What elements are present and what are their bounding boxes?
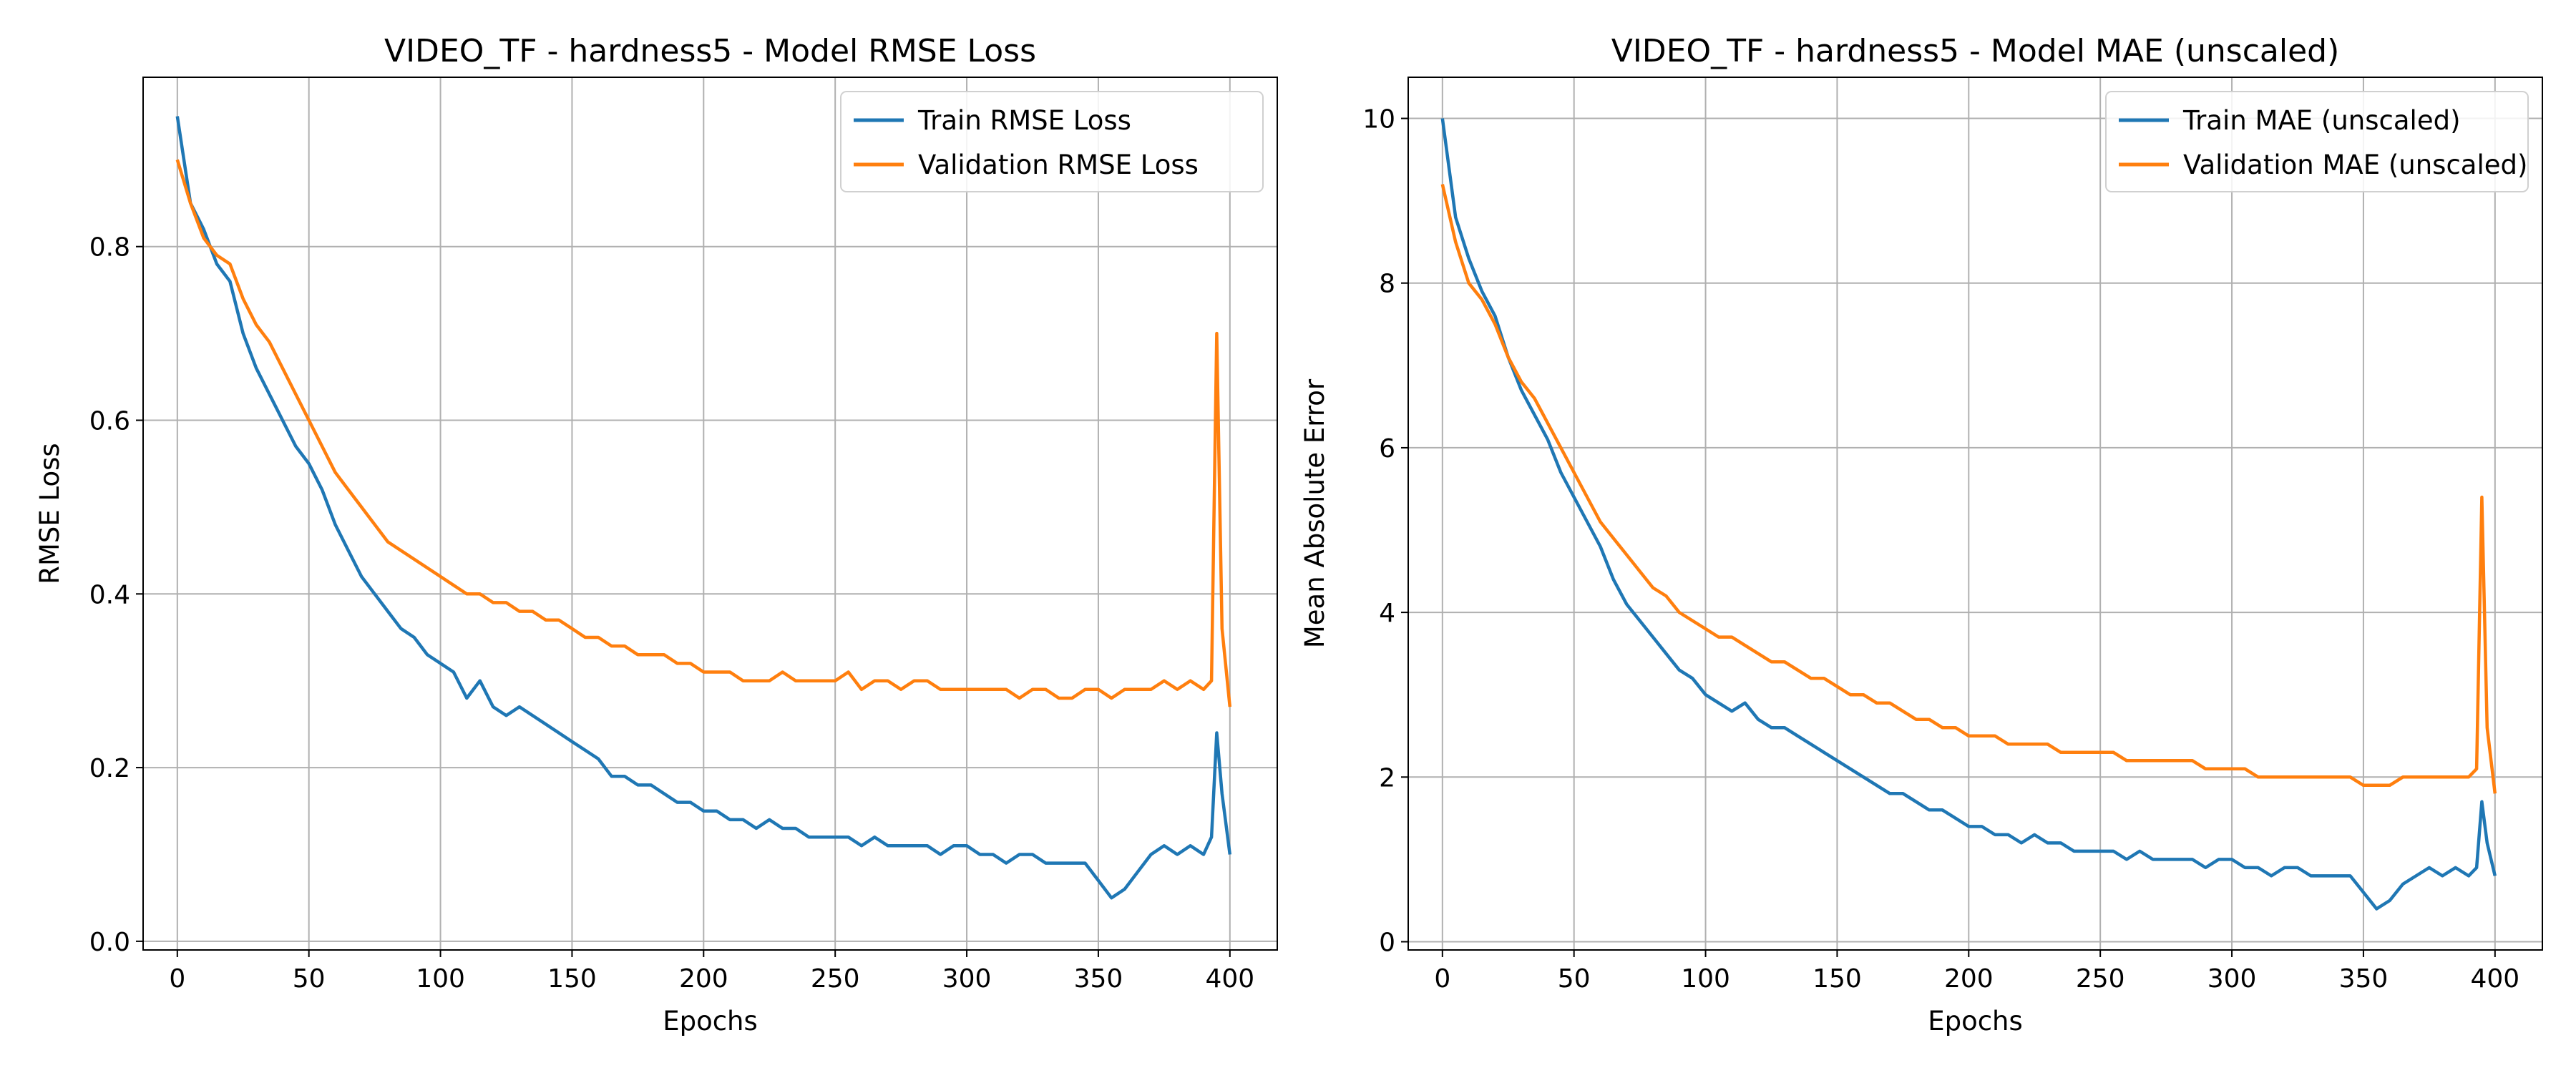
series-line-validation [1440,184,2497,794]
series-line-validation [175,159,1232,707]
y-tick-label: 0.4 [89,580,130,609]
legend: Train MAE (unscaled) Validation MAE (unsc… [2105,91,2529,192]
x-tick-label: 300 [2207,964,2257,994]
x-tick-label: 0 [1434,964,1450,994]
y-axis-label: RMSE Loss [34,443,65,584]
x-tick-label: 0 [169,964,185,994]
x-tick-label: 150 [547,964,597,994]
x-tick-label: 200 [1944,964,1994,994]
y-tick-label: 4 [1379,599,1395,628]
y-axis-label: Mean Absolute Error [1299,378,1330,648]
chart-title: VIDEO_TF - hardness5 - Model MAE (unscal… [1611,33,2340,69]
x-tick-label: 50 [1558,964,1591,994]
legend-label: Train MAE (unscaled) [2182,105,2461,136]
chart-title: VIDEO_TF - hardness5 - Model RMSE Loss [384,33,1036,69]
x-tick-label: 150 [1813,964,1862,994]
legend-label: Validation MAE (unscaled) [2183,150,2527,180]
x-tick-label: 50 [293,964,326,994]
grid [143,77,1277,950]
y-axis-ticks: 0 2 4 6 8 10 [1362,105,1408,957]
mae-chart: VIDEO_TF - hardness5 - Model MAE (unscal… [1299,33,2543,1037]
y-tick-label: 0.0 [89,928,130,957]
y-tick-label: 0.8 [89,233,130,263]
grid [1408,77,2542,950]
x-tick-label: 200 [679,964,728,994]
x-axis-ticks: 0 50 100 150 200 250 300 350 400 [169,950,1254,994]
y-tick-label: 0.2 [89,754,130,783]
x-axis-ticks: 0 50 100 150 200 250 300 350 400 [1434,950,2519,994]
y-tick-label: 2 [1379,763,1395,793]
series-line-train [1440,118,2497,911]
x-tick-label: 400 [2470,964,2519,994]
rmse-loss-chart: VIDEO_TF - hardness5 - Model RMSE Loss 0… [34,33,1278,1037]
y-tick-label: 0 [1379,928,1395,957]
y-tick-label: 0.6 [89,407,130,436]
series-layer [1440,118,2497,911]
x-axis-label: Epochs [663,1006,758,1037]
series-line-train [175,116,1232,900]
x-tick-label: 400 [1205,964,1254,994]
x-tick-label: 350 [1074,964,1123,994]
x-tick-label: 300 [942,964,992,994]
y-tick-label: 6 [1379,434,1395,464]
series-layer [175,116,1232,900]
x-tick-label: 350 [2339,964,2389,994]
legend-label: Train RMSE Loss [917,105,1131,136]
x-tick-label: 100 [1681,964,1730,994]
plot-frame [142,77,1278,951]
y-axis-ticks: 0.0 0.2 0.4 0.6 0.8 [89,233,143,957]
plot-frame [1407,77,2543,951]
x-tick-label: 100 [416,964,465,994]
legend-box [2105,91,2529,192]
legend-label: Validation RMSE Loss [918,150,1199,180]
legend-box [840,91,1264,192]
x-tick-label: 250 [2076,964,2125,994]
y-tick-label: 10 [1362,105,1395,134]
x-tick-label: 250 [811,964,860,994]
legend: Train RMSE Loss Validation RMSE Loss [840,91,1264,192]
y-tick-label: 8 [1379,270,1395,299]
x-axis-label: Epochs [1928,1006,2023,1037]
